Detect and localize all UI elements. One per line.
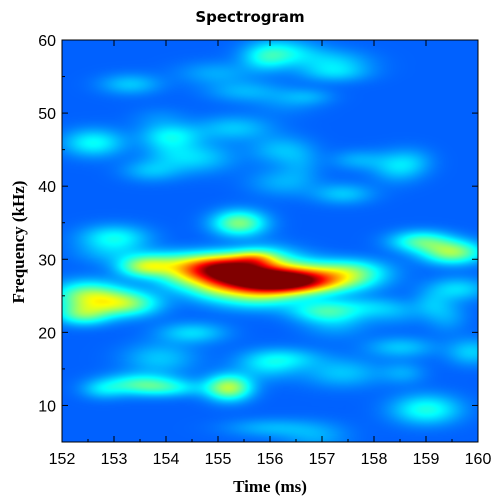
x-tick-label: 154	[153, 451, 180, 468]
x-axis-label: Time (ms)	[233, 477, 307, 496]
x-tick-label: 158	[361, 451, 388, 468]
plot-area	[61, 39, 479, 443]
y-tick-label: 30	[38, 252, 56, 269]
y-tick-label: 60	[38, 33, 56, 50]
x-tick-label: 152	[49, 451, 76, 468]
y-tick-label: 10	[38, 398, 56, 415]
x-axis: 152 153 154 155 156 157 158 159 160	[49, 40, 492, 468]
x-tick-label: 155	[205, 451, 232, 468]
y-tick-label: 50	[38, 106, 56, 123]
spectrogram-heatmap	[62, 40, 478, 442]
y-axis: 10 20 30 40 50 60	[38, 33, 478, 415]
chart-title: Spectrogram	[195, 8, 304, 26]
y-tick-label: 40	[38, 179, 56, 196]
x-tick-label: 159	[413, 451, 440, 468]
x-tick-label: 153	[101, 451, 128, 468]
y-axis-label: Frequency (kHz)	[9, 181, 28, 304]
x-tick-label: 156	[257, 451, 284, 468]
x-tick-label: 157	[309, 451, 336, 468]
y-tick-label: 20	[38, 325, 56, 342]
x-tick-label: 160	[465, 451, 492, 468]
